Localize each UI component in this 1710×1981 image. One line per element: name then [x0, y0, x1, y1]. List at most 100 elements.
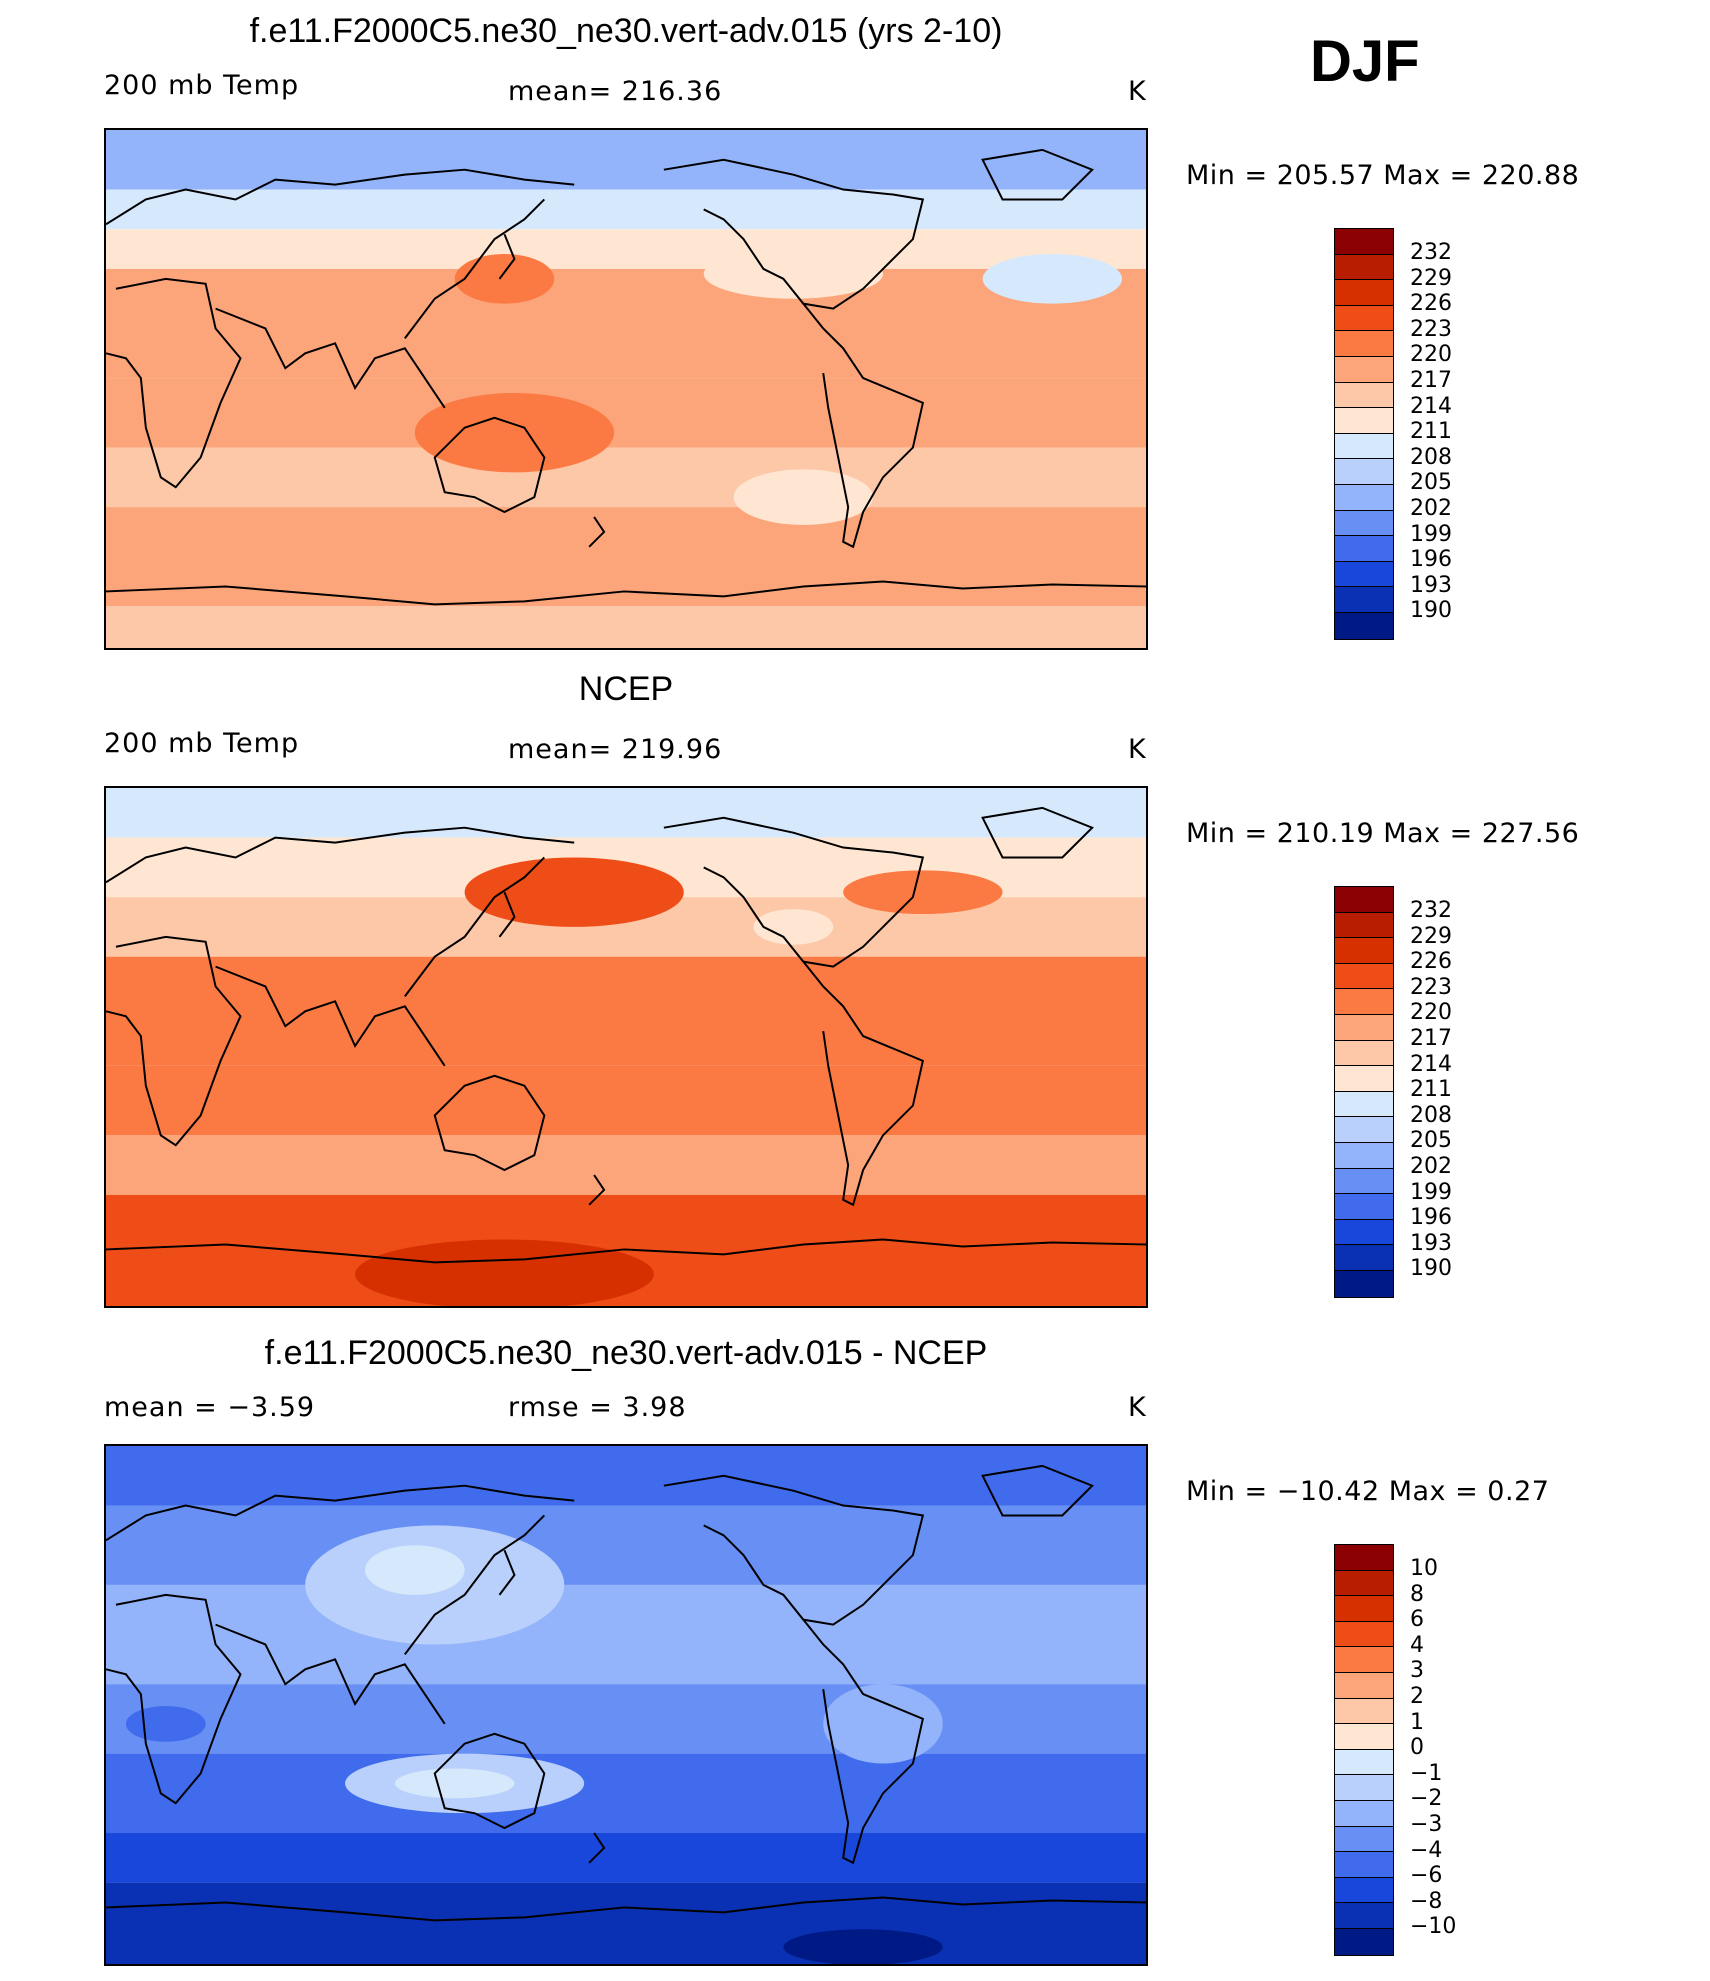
panel3-australia-lightest-blob: [394, 1768, 515, 1799]
colorbar-label: 196: [1410, 1205, 1452, 1231]
colorbar-swatch: [1335, 1245, 1393, 1271]
colorbar-swatch: [1335, 433, 1393, 460]
colorbar-label: 205: [1410, 1128, 1452, 1154]
colorbar-label: 220: [1410, 1000, 1452, 1026]
contour-band: [106, 1753, 1146, 1834]
colorbar-label: 214: [1410, 393, 1452, 419]
colorbar-label: 193: [1410, 572, 1452, 598]
contour-band: [106, 956, 1146, 1066]
colorbar-swatch: [1335, 1800, 1393, 1827]
colorbar-swatch: [1335, 229, 1393, 255]
colorbar-label: 190: [1410, 598, 1452, 624]
panel1-australia-warm-blob: [414, 392, 615, 473]
colorbar-swatch: [1335, 536, 1393, 562]
panel3-units: K: [1128, 1392, 1147, 1423]
colorbar-swatch: [1335, 1647, 1393, 1673]
contour-band: [106, 1446, 1146, 1506]
colorbar-label: −4: [1410, 1837, 1443, 1863]
panel2-minmax: Min = 210.19 Max = 227.56: [1186, 818, 1580, 849]
colorbar-label: 6: [1410, 1607, 1424, 1633]
contour-band: [106, 1584, 1146, 1685]
colorbar-swatch: [1335, 1852, 1393, 1878]
panel1-units: K: [1128, 76, 1147, 107]
panel2-npacific-warm-blob: [464, 857, 684, 927]
colorbar-swatch: [1335, 382, 1393, 409]
panel1-mean-label: mean= 216.36: [508, 76, 723, 107]
colorbar-label: 226: [1410, 291, 1452, 317]
panel3-samerica-light-blob: [823, 1684, 943, 1764]
panel1-colorbar: [1334, 228, 1394, 640]
colorbar-label: 214: [1410, 1051, 1452, 1077]
colorbar-label: −1: [1410, 1760, 1443, 1786]
colorbar-swatch: [1335, 912, 1393, 939]
season-label: DJF: [1310, 29, 1420, 94]
colorbar-label: 196: [1410, 547, 1452, 573]
panel2-units: K: [1128, 734, 1147, 765]
colorbar-swatch: [1335, 1826, 1393, 1853]
colorbar-swatch: [1335, 1066, 1393, 1092]
colorbar-label: 229: [1410, 265, 1452, 291]
colorbar-swatch: [1335, 587, 1393, 613]
colorbar-swatch: [1335, 1672, 1393, 1699]
colorbar-label: 199: [1410, 1179, 1452, 1205]
colorbar-label: 4: [1410, 1632, 1424, 1658]
contour-band: [106, 507, 1146, 607]
colorbar-swatch: [1335, 1270, 1393, 1297]
colorbar-label: 190: [1410, 1256, 1452, 1282]
colorbar-label: −3: [1410, 1812, 1443, 1837]
colorbar-label: 211: [1410, 1077, 1452, 1103]
panel3-antarctic-dark-blob: [783, 1929, 943, 1964]
colorbar-swatch: [1335, 484, 1393, 511]
colorbar-label: 8: [1410, 1581, 1424, 1607]
colorbar-label: 211: [1410, 419, 1452, 445]
colorbar-label: 202: [1410, 1154, 1452, 1179]
contour-band: [106, 1833, 1146, 1883]
colorbar-swatch: [1335, 1903, 1393, 1929]
colorbar-label: 232: [1410, 240, 1452, 265]
colorbar-swatch: [1335, 1117, 1393, 1143]
colorbar-swatch: [1335, 612, 1393, 639]
colorbar-label: 223: [1410, 974, 1452, 1000]
colorbar-label: 217: [1410, 368, 1452, 393]
contour-band: [106, 1065, 1146, 1136]
panel1-japan-warm-blob: [454, 254, 555, 304]
colorbar-swatch: [1335, 1545, 1393, 1571]
colorbar-label: 232: [1410, 898, 1452, 923]
panel2-map-svg: [106, 788, 1146, 1306]
colorbar-label: 193: [1410, 1230, 1452, 1256]
colorbar-label: 208: [1410, 1102, 1452, 1128]
colorbar-swatch: [1335, 938, 1393, 964]
contour-band: [106, 1684, 1146, 1754]
panel1-na-cool-blob: [703, 249, 884, 299]
contour-band: [106, 606, 1146, 648]
colorbar-swatch: [1335, 280, 1393, 306]
panel1-title: f.e11.F2000C5.ne30_ne30.vert-adv.015 (yr…: [249, 12, 1003, 50]
panel2-antarctic-warm-blob: [355, 1239, 654, 1306]
colorbar-label: 1: [1410, 1709, 1424, 1735]
contour-band: [106, 447, 1146, 508]
panel2-title: NCEP: [578, 670, 674, 708]
colorbar-swatch: [1335, 1928, 1393, 1955]
panel1-map: [104, 128, 1148, 650]
colorbar-swatch: [1335, 887, 1393, 913]
colorbar-swatch: [1335, 1142, 1393, 1169]
contour-band: [106, 1882, 1146, 1964]
panel3-asia-lightest-blob: [365, 1545, 465, 1595]
colorbar-swatch: [1335, 1091, 1393, 1118]
panel1-contour-bands: [106, 130, 1146, 648]
colorbar-swatch: [1335, 510, 1393, 537]
panel3-map: [104, 1444, 1148, 1966]
panel3-rmse-label: rmse = 3.98: [508, 1392, 687, 1423]
panel1-atlantic-cool-blob: [982, 254, 1123, 304]
contour-band: [106, 1194, 1146, 1245]
colorbar-swatch: [1335, 561, 1393, 588]
colorbar-swatch: [1335, 1570, 1393, 1597]
contour-band: [106, 1505, 1146, 1585]
colorbar-label: −8: [1410, 1888, 1443, 1914]
panel3-map-svg: [106, 1446, 1146, 1964]
panel2-na-cool-blob: [753, 909, 834, 945]
colorbar-label: 226: [1410, 949, 1452, 975]
panel2-map: [104, 786, 1148, 1308]
colorbar-label: 3: [1410, 1658, 1424, 1684]
colorbar-swatch: [1335, 963, 1393, 990]
